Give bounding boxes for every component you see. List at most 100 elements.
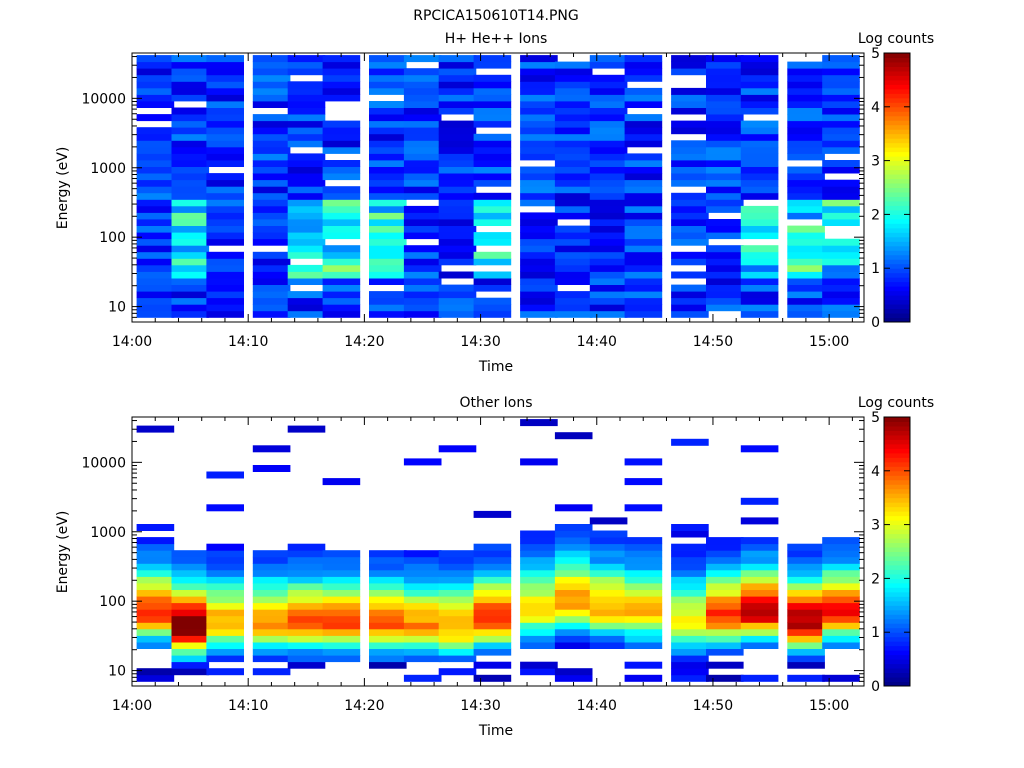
heatmap-cell bbox=[740, 642, 779, 649]
heatmap-cell bbox=[369, 583, 407, 590]
heatmap-cell bbox=[473, 543, 512, 551]
heatmap-cell bbox=[369, 563, 407, 571]
heatmap-cell bbox=[473, 219, 512, 226]
heatmap-cell bbox=[787, 133, 825, 141]
heatmap-cell bbox=[322, 146, 361, 154]
heatmap-cell bbox=[136, 55, 175, 63]
heatmap-cell bbox=[369, 310, 407, 318]
heatmap-cell bbox=[287, 225, 326, 233]
heatmap-cell bbox=[787, 153, 825, 161]
heatmap-cell bbox=[206, 61, 244, 69]
heatmap-cell bbox=[322, 602, 361, 610]
heatmap-cell bbox=[671, 524, 709, 531]
heatmap-cell bbox=[624, 68, 663, 76]
heatmap-cell bbox=[206, 199, 244, 207]
heatmap-cell bbox=[287, 609, 326, 617]
heatmap-cell bbox=[554, 199, 593, 207]
heatmap-cell bbox=[589, 232, 628, 240]
heatmap-cell bbox=[287, 550, 326, 558]
heatmap-cell bbox=[206, 602, 244, 610]
colorbar-segment bbox=[884, 596, 910, 602]
heatmap-cell bbox=[520, 537, 558, 545]
heatmap-cell bbox=[822, 74, 860, 82]
heatmap-cell bbox=[287, 628, 326, 636]
heatmap-cell bbox=[787, 569, 825, 577]
heatmap-cell bbox=[671, 107, 709, 115]
heatmap-cell bbox=[171, 140, 210, 148]
heatmap-cell bbox=[252, 445, 291, 453]
heatmap-cell bbox=[706, 225, 744, 233]
colorbar-segment bbox=[884, 457, 910, 463]
heatmap-cell bbox=[206, 120, 244, 128]
heatmap-cell bbox=[554, 127, 593, 135]
heatmap-cell bbox=[554, 68, 593, 76]
heatmap-cell bbox=[369, 655, 407, 663]
heatmap-cell bbox=[589, 61, 628, 69]
heatmap-cell bbox=[520, 61, 558, 69]
heatmap-cell bbox=[624, 153, 663, 161]
heatmap-cell bbox=[322, 127, 361, 135]
heatmap-cell bbox=[171, 81, 210, 89]
heatmap-cell bbox=[171, 251, 210, 259]
colorbar-segment bbox=[884, 75, 910, 81]
heatmap-cell bbox=[403, 133, 442, 141]
heatmap-cell bbox=[520, 199, 558, 207]
heatmap-cell bbox=[589, 563, 628, 571]
heatmap-cell bbox=[589, 140, 628, 148]
colorbar-segment bbox=[884, 53, 910, 58]
heatmap-cell bbox=[554, 304, 593, 312]
heatmap-cell bbox=[473, 661, 512, 669]
heatmap-cell bbox=[287, 107, 326, 115]
heatmap-cell bbox=[740, 160, 779, 167]
heatmap-cell bbox=[322, 563, 361, 571]
heatmap-cell bbox=[624, 212, 663, 220]
heatmap-cell bbox=[473, 310, 512, 318]
heatmap-cell bbox=[589, 114, 628, 122]
heatmap-cell bbox=[473, 94, 512, 102]
heatmap-cell bbox=[438, 107, 477, 115]
heatmap-cell bbox=[438, 648, 477, 656]
colorbar-tick-label: 5 bbox=[871, 46, 880, 62]
heatmap-cell bbox=[589, 569, 628, 577]
heatmap-cell bbox=[473, 133, 512, 141]
heatmap-cell bbox=[438, 622, 477, 630]
heatmap-cell bbox=[706, 68, 744, 76]
heatmap-cell bbox=[171, 74, 210, 82]
heatmap-cell bbox=[706, 192, 744, 200]
heatmap-cell bbox=[252, 596, 291, 604]
ions-hhe-panel: H+ He++ Ions Log counts 14:00 14:10 14:20 1… bbox=[55, 31, 934, 375]
heatmap-cell bbox=[206, 94, 244, 102]
colorbar-segment bbox=[884, 196, 910, 202]
heatmap-cell bbox=[554, 569, 593, 577]
heatmap-cell bbox=[403, 596, 442, 604]
heatmap-cell bbox=[624, 160, 663, 167]
heatmap-cell bbox=[438, 583, 477, 590]
heatmap-cell bbox=[554, 107, 593, 115]
heatmap-cell bbox=[369, 55, 407, 63]
heatmap-cell bbox=[787, 628, 825, 636]
heatmap-cell bbox=[403, 179, 442, 187]
heatmap-cell bbox=[206, 550, 244, 558]
heatmap-cell bbox=[706, 615, 744, 623]
heatmap-cell bbox=[171, 120, 210, 128]
heatmap-cell bbox=[520, 628, 558, 636]
heatmap-cell bbox=[369, 576, 407, 584]
heatmap-cell bbox=[554, 602, 593, 610]
heatmap-cell bbox=[287, 173, 326, 181]
heatmap-cell bbox=[706, 94, 744, 102]
heatmap-cell bbox=[369, 264, 407, 272]
colorbar-segment bbox=[884, 564, 910, 570]
heatmap-cell bbox=[438, 297, 477, 305]
x-tick-label: 15:00 bbox=[809, 698, 849, 714]
heatmap-cell bbox=[624, 173, 663, 181]
heatmap-cell bbox=[287, 192, 326, 200]
heatmap-cell bbox=[206, 304, 244, 312]
heatmap-cell bbox=[554, 179, 593, 187]
heatmap-cell bbox=[822, 550, 860, 558]
heatmap-cell bbox=[438, 238, 477, 246]
heatmap-cell bbox=[287, 232, 326, 240]
heatmap-cell bbox=[403, 628, 442, 636]
heatmap-cell bbox=[740, 61, 779, 69]
heatmap-cell bbox=[520, 668, 558, 676]
heatmap-cell bbox=[589, 291, 628, 299]
